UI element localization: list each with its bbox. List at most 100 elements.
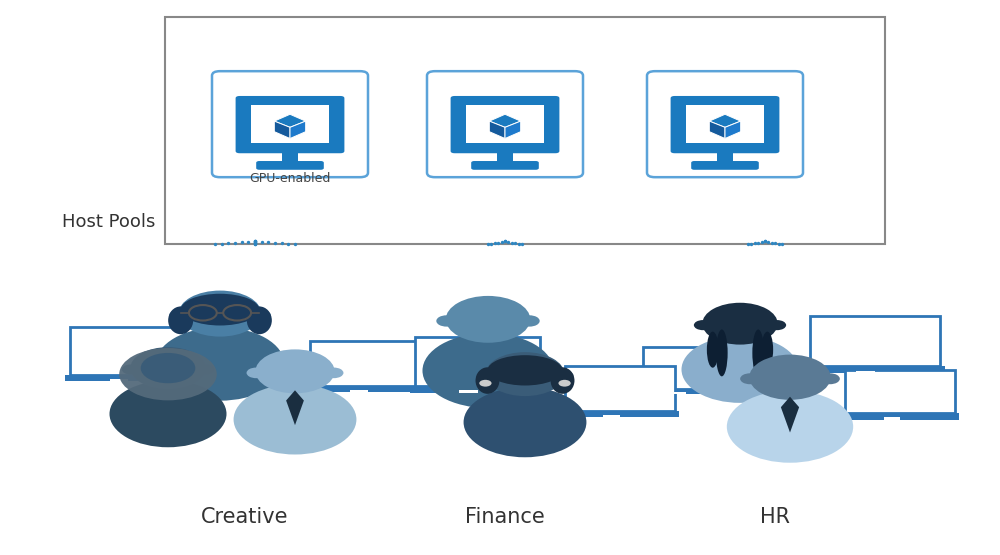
Ellipse shape	[476, 367, 499, 394]
Polygon shape	[156, 378, 180, 385]
Point	[274, 239, 290, 248]
Polygon shape	[505, 121, 521, 139]
Polygon shape	[207, 324, 233, 332]
Circle shape	[122, 365, 140, 375]
Ellipse shape	[716, 330, 728, 376]
Circle shape	[247, 367, 266, 378]
Circle shape	[694, 320, 712, 330]
Circle shape	[130, 347, 206, 389]
Point	[497, 237, 513, 246]
Polygon shape	[475, 330, 501, 339]
Bar	[884, 417, 900, 420]
Bar	[640, 388, 731, 394]
Point	[480, 240, 496, 249]
Bar	[466, 105, 544, 143]
Circle shape	[554, 370, 573, 381]
Polygon shape	[709, 114, 741, 127]
Point	[247, 238, 263, 246]
Point	[287, 240, 303, 249]
FancyBboxPatch shape	[236, 96, 344, 153]
Bar	[65, 375, 190, 381]
Bar	[673, 392, 686, 394]
Point	[247, 238, 263, 247]
FancyBboxPatch shape	[643, 347, 728, 388]
Polygon shape	[283, 382, 307, 389]
Circle shape	[324, 367, 343, 378]
Circle shape	[479, 380, 492, 387]
Circle shape	[485, 352, 565, 396]
Ellipse shape	[761, 332, 773, 367]
Point	[214, 239, 230, 248]
Bar	[282, 151, 298, 163]
Polygon shape	[777, 388, 803, 396]
Bar	[805, 366, 945, 374]
Point	[743, 239, 759, 248]
Bar	[686, 105, 764, 143]
Bar	[841, 413, 959, 420]
Polygon shape	[290, 121, 306, 139]
Point	[220, 239, 236, 248]
Circle shape	[558, 380, 571, 387]
Ellipse shape	[727, 391, 853, 463]
Ellipse shape	[707, 332, 719, 367]
Text: Host Pools: Host Pools	[62, 213, 155, 231]
Circle shape	[749, 355, 831, 400]
Point	[757, 237, 773, 246]
Ellipse shape	[752, 330, 764, 376]
Circle shape	[141, 353, 195, 383]
FancyBboxPatch shape	[845, 370, 955, 413]
Polygon shape	[489, 121, 505, 139]
Circle shape	[519, 315, 540, 326]
FancyBboxPatch shape	[212, 71, 368, 177]
FancyBboxPatch shape	[671, 96, 779, 153]
Bar	[305, 386, 430, 392]
Text: GPU-enabled: GPU-enabled	[249, 172, 331, 185]
Text: HR: HR	[760, 507, 790, 527]
Point	[507, 239, 523, 248]
Circle shape	[255, 350, 335, 393]
Ellipse shape	[422, 333, 554, 408]
Polygon shape	[274, 121, 290, 139]
Point	[247, 239, 263, 248]
Point	[247, 239, 263, 248]
Bar	[459, 390, 478, 392]
Point	[511, 239, 527, 248]
Point	[767, 239, 783, 248]
Point	[247, 237, 263, 246]
FancyBboxPatch shape	[451, 96, 559, 153]
FancyBboxPatch shape	[647, 71, 803, 177]
Polygon shape	[725, 121, 741, 139]
Polygon shape	[489, 114, 521, 127]
Point	[754, 238, 770, 246]
Point	[514, 240, 530, 249]
Point	[494, 238, 510, 246]
Bar	[561, 411, 679, 417]
FancyBboxPatch shape	[165, 17, 885, 244]
Point	[207, 240, 223, 249]
Polygon shape	[709, 121, 725, 139]
Point	[487, 239, 503, 248]
FancyBboxPatch shape	[256, 161, 324, 170]
Circle shape	[179, 291, 261, 336]
Bar	[717, 151, 733, 163]
Circle shape	[436, 315, 457, 326]
Text: Creative: Creative	[201, 507, 289, 527]
Ellipse shape	[181, 294, 259, 325]
FancyBboxPatch shape	[810, 316, 940, 366]
Polygon shape	[286, 390, 304, 425]
FancyBboxPatch shape	[415, 337, 540, 386]
Point	[760, 238, 776, 246]
Point	[500, 238, 516, 246]
Ellipse shape	[119, 348, 217, 400]
Circle shape	[740, 374, 760, 384]
Ellipse shape	[247, 306, 272, 334]
Circle shape	[251, 310, 271, 321]
Bar	[410, 386, 545, 392]
Point	[764, 238, 780, 247]
Point	[497, 237, 513, 246]
Bar	[110, 379, 128, 381]
Bar	[350, 390, 368, 392]
Ellipse shape	[156, 327, 284, 401]
Circle shape	[169, 310, 189, 321]
Point	[740, 240, 756, 249]
